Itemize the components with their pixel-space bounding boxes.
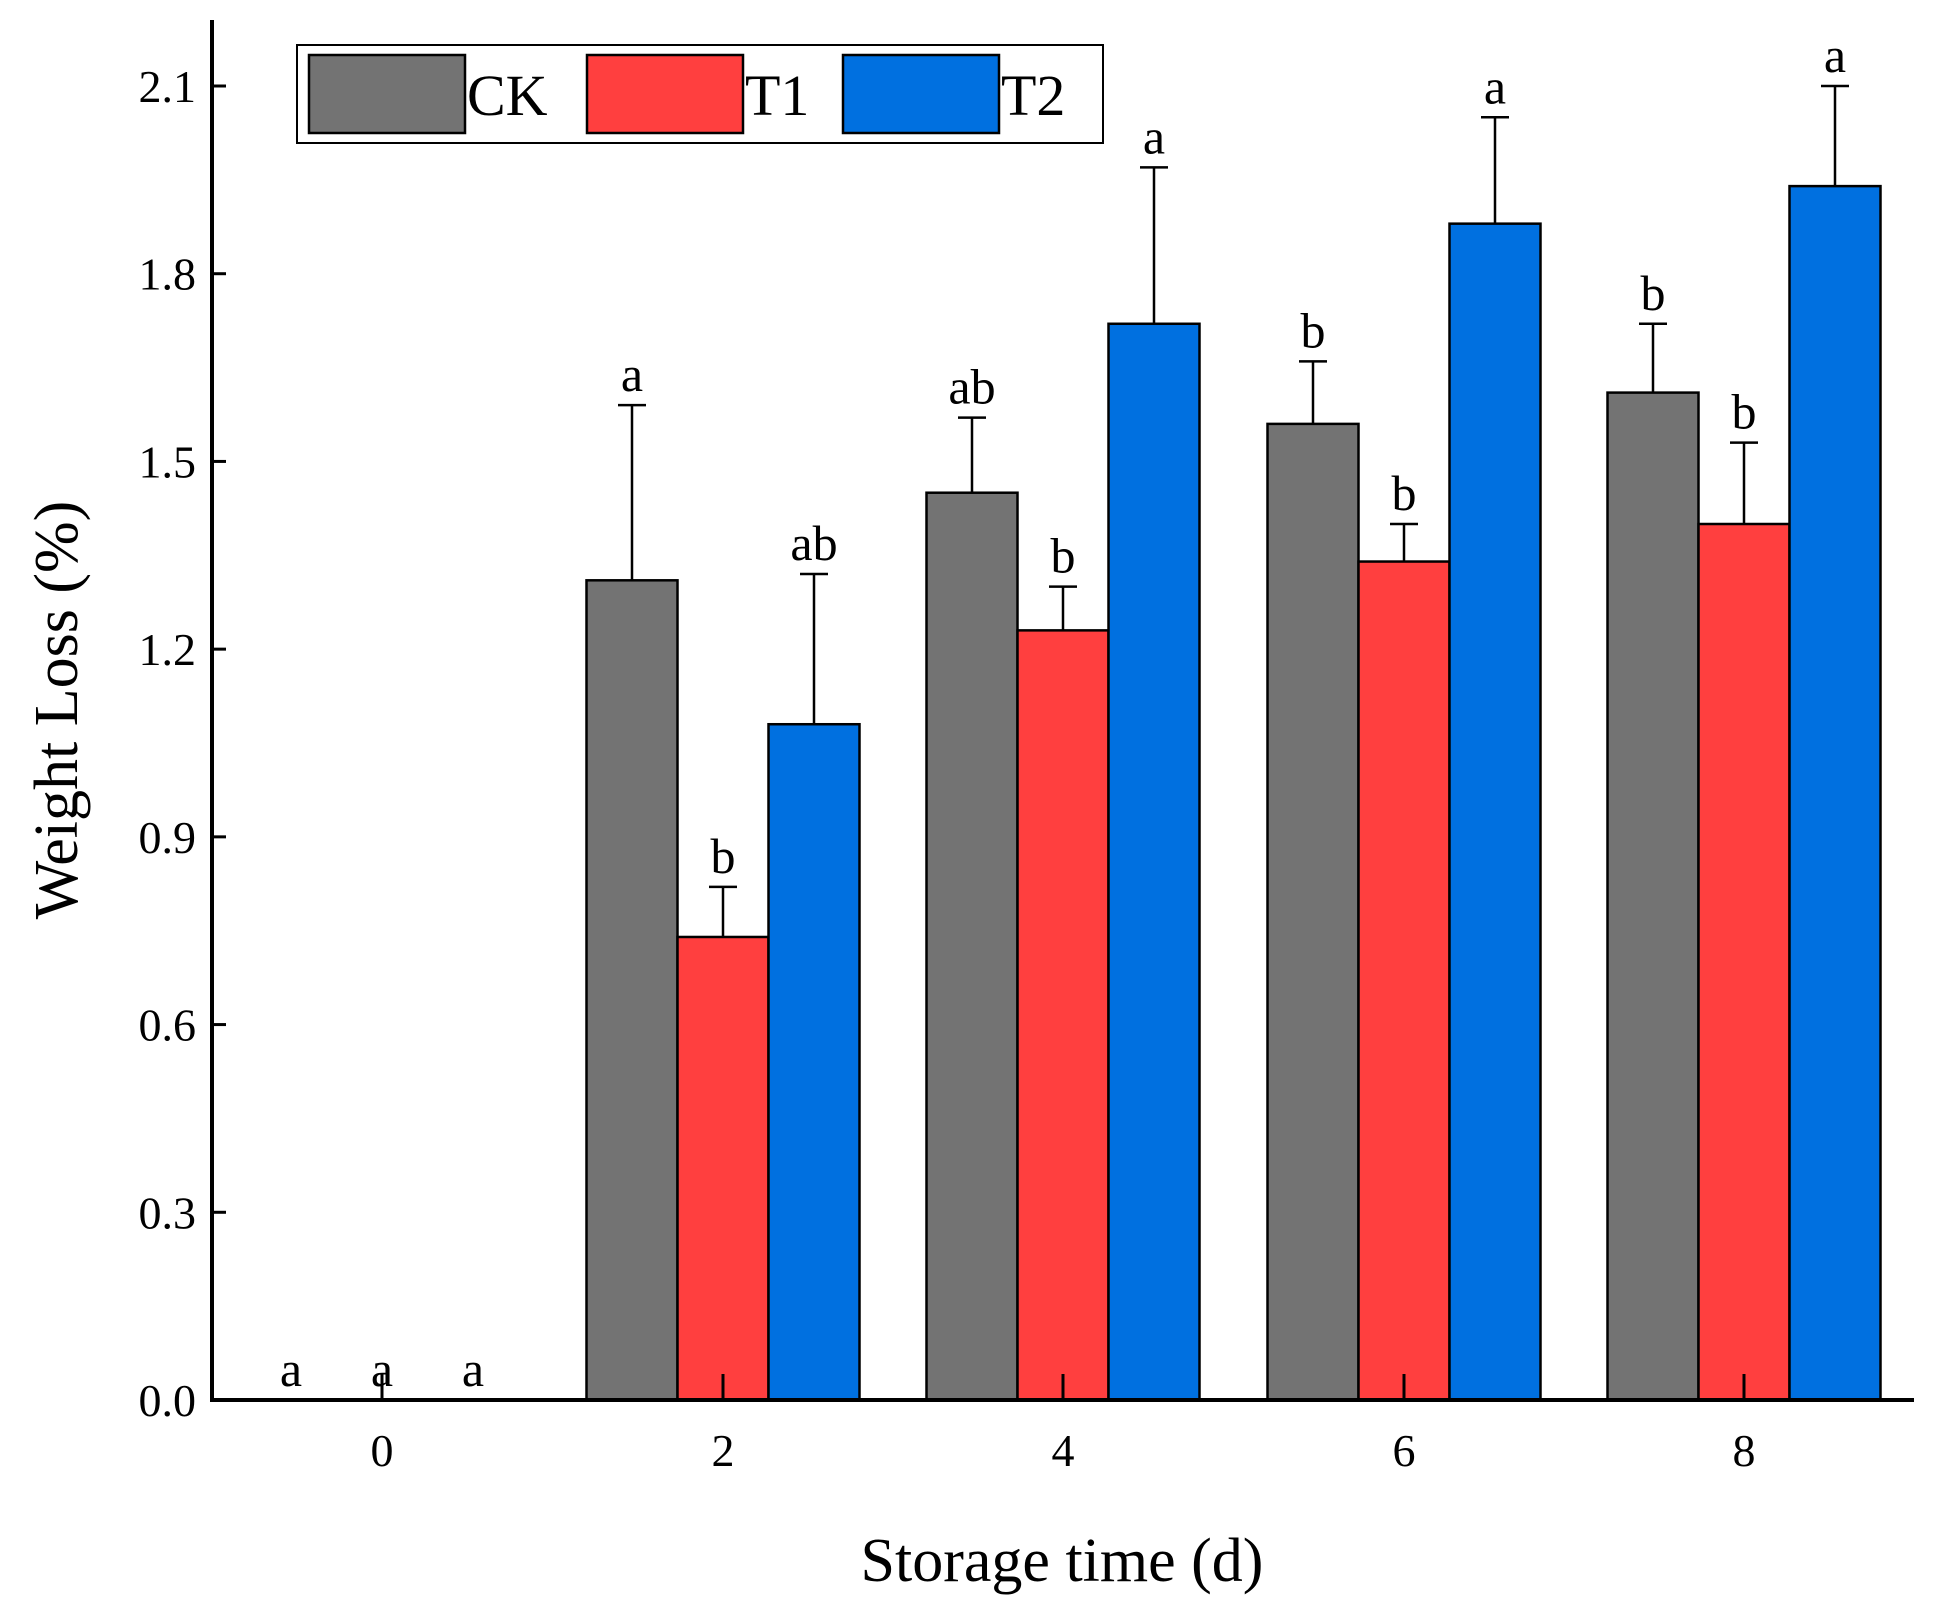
y-tick-label: 0.9	[139, 812, 197, 863]
significance-label: a	[462, 1341, 484, 1397]
y-tick-label: 0.3	[139, 1187, 197, 1238]
bar-t1-day-6	[1357, 560, 1451, 1402]
bar-ck-day-6	[1266, 422, 1360, 1402]
significance-label: a	[621, 346, 643, 402]
y-tick-label: 2.1	[139, 61, 197, 112]
legend-label-t2: T2	[1001, 63, 1065, 128]
legend-label-t1: T1	[745, 63, 809, 128]
x-axis-title: Storage time (d)	[861, 1527, 1264, 1595]
x-tick-label: 6	[1393, 1425, 1416, 1476]
legend-label-ck: CK	[467, 63, 548, 128]
error-bars-layer	[618, 84, 1849, 937]
y-tick-label: 0.6	[139, 1000, 197, 1051]
legend-swatch-ck	[307, 53, 467, 135]
significance-label: a	[1143, 108, 1165, 164]
y-tick-label: 1.2	[139, 624, 197, 675]
x-ticks-layer: 0 2 4 6 8	[371, 1374, 1756, 1476]
significance-label: ab	[790, 515, 837, 571]
bar-t2-day-4	[1107, 322, 1201, 1402]
bar-t2-day-2	[767, 722, 861, 1402]
y-ticks-layer: 0.0 0.3 0.6 0.9 1.2 1.5 1.8 2.1	[139, 61, 226, 1426]
bar-t2-day-8	[1788, 184, 1882, 1402]
y-tick-label: 0.0	[139, 1375, 197, 1426]
y-tick-label: 1.5	[139, 436, 197, 487]
legend: CK T1 T2	[296, 44, 1104, 144]
significance-label: b	[1392, 465, 1417, 521]
y-axis-title: Weight Loss (%)	[23, 501, 91, 920]
y-tick-label: 1.8	[139, 249, 197, 300]
significance-label: a	[1824, 27, 1846, 83]
legend-swatch-t1	[585, 53, 745, 135]
significance-label: a	[1484, 58, 1506, 114]
significance-label: b	[1732, 384, 1757, 440]
x-tick-label: 0	[371, 1425, 394, 1476]
x-tick-label: 8	[1733, 1425, 1756, 1476]
bar-t2-day-6	[1448, 222, 1542, 1402]
significance-label: b	[1301, 302, 1326, 358]
significance-label: ab	[948, 359, 995, 415]
significance-label: b	[1641, 265, 1666, 321]
bar-t1-day-2	[676, 935, 770, 1402]
significance-label: b	[1051, 528, 1076, 584]
bar-ck-day-8	[1606, 391, 1700, 1402]
significance-label: a	[280, 1341, 302, 1397]
legend-frame	[296, 44, 1104, 144]
significance-label: a	[371, 1341, 393, 1397]
bar-ck-day-2	[585, 579, 679, 1402]
x-tick-label: 2	[712, 1425, 735, 1476]
bar-ck-day-4	[925, 491, 1019, 1402]
bar-t1-day-4	[1016, 629, 1110, 1402]
bars-layer	[585, 184, 1882, 1402]
significance-label: b	[711, 828, 736, 884]
x-tick-label: 4	[1052, 1425, 1075, 1476]
bar-t1-day-8	[1697, 522, 1791, 1402]
legend-swatch-t2	[841, 53, 1001, 135]
